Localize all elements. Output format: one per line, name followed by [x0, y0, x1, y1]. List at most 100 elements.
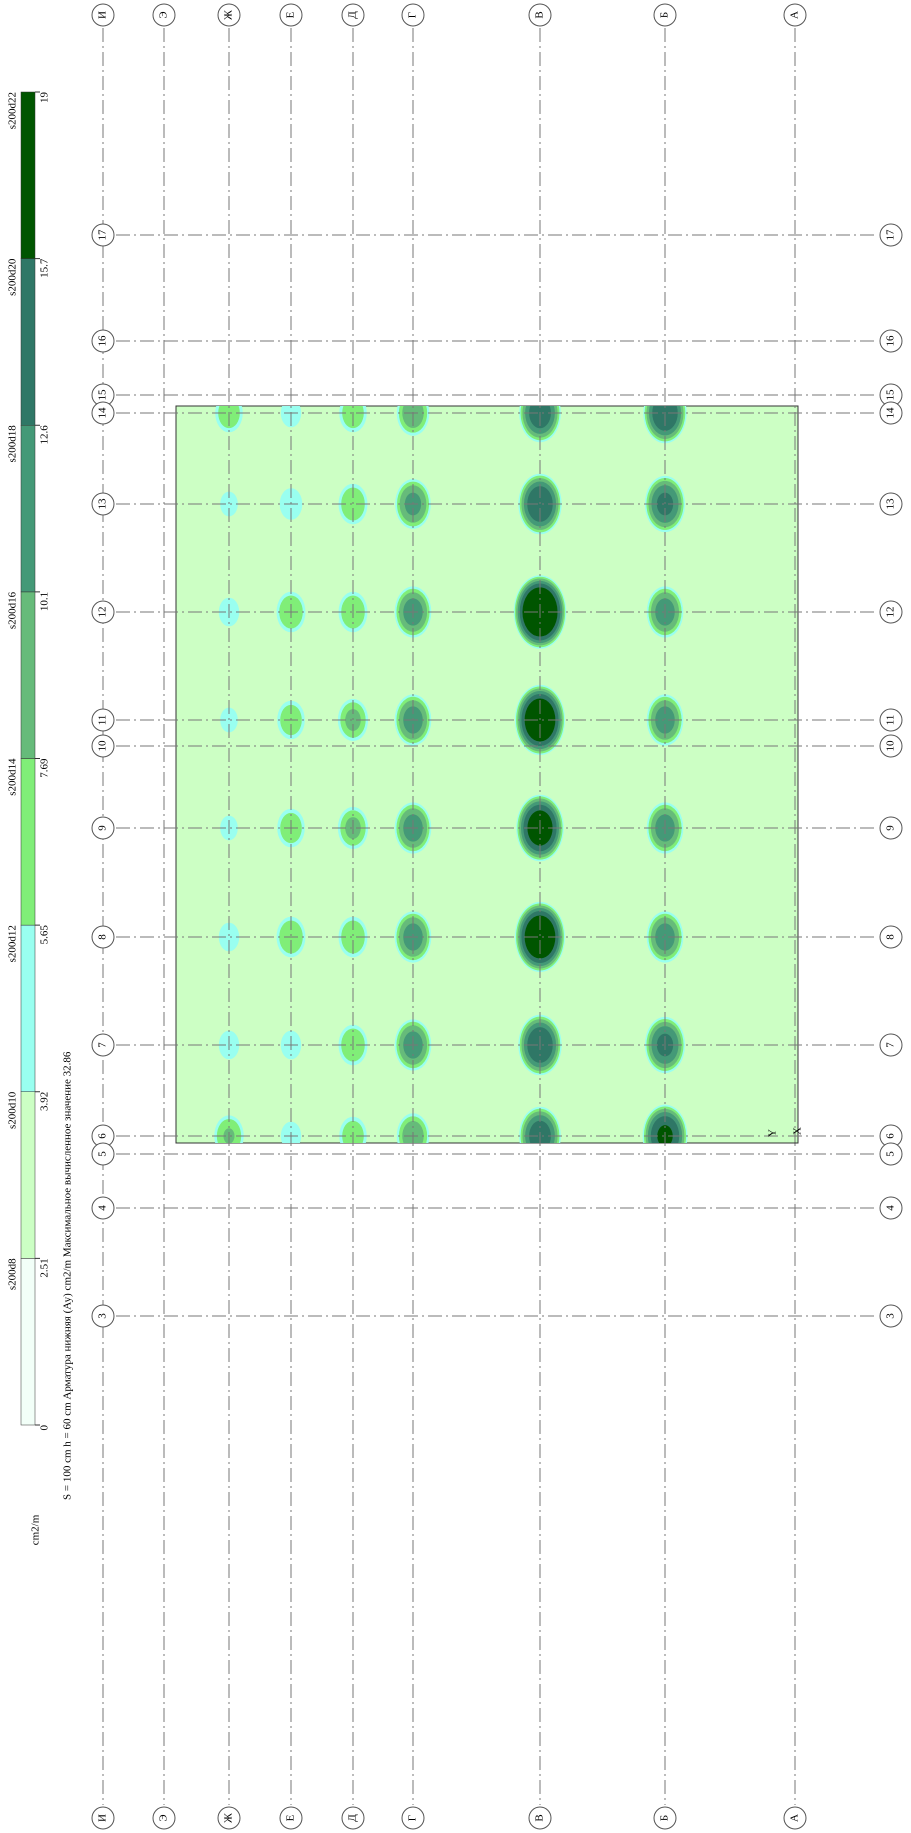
axis-label: 14 — [97, 407, 109, 419]
axis-label: 17 — [885, 229, 897, 241]
axis-label: 7 — [885, 1042, 897, 1048]
legend-label: s200d20 — [7, 258, 19, 296]
legend-swatch — [20, 1258, 36, 1426]
caption: S = 100 cm h = 60 cm Арматура нижняя (Ау… — [62, 1051, 74, 1500]
axis-bubble — [217, 3, 241, 27]
axis-label: Д — [347, 1814, 359, 1822]
axis-label: 4 — [97, 1205, 109, 1211]
contour-zone — [341, 920, 365, 954]
axis-bubble — [91, 1806, 115, 1830]
legend-tick-label: 0 — [39, 1425, 51, 1431]
axis-bubble — [783, 3, 807, 27]
legend-unit: cm2/m — [30, 1514, 42, 1545]
axis-label: И — [97, 1814, 109, 1822]
axis-bubble — [91, 223, 115, 247]
axis-bubble — [879, 1304, 903, 1328]
contour-zone — [218, 922, 240, 952]
legend-swatch — [20, 91, 36, 259]
legend-label: s200d12 — [7, 925, 19, 962]
axis-bubble — [91, 925, 115, 949]
axis-label: 10 — [97, 740, 109, 752]
axis-bubble — [152, 1806, 176, 1830]
axis-label: А — [789, 1814, 801, 1822]
legend-swatch — [20, 1091, 36, 1259]
axis-label: Г — [407, 12, 419, 18]
axis-bubble — [91, 1304, 115, 1328]
axis-bubble — [91, 401, 115, 425]
axis-label: 17 — [97, 229, 109, 241]
axis-bubble — [91, 329, 115, 353]
axis-bubble — [91, 734, 115, 758]
legend-label: s200d16 — [7, 591, 19, 629]
axis-bubble — [879, 708, 903, 732]
axis-label: 9 — [885, 825, 897, 831]
axis-bubble — [217, 1806, 241, 1830]
axis-bubble — [91, 1033, 115, 1057]
axis-label: 16 — [885, 335, 897, 347]
axis-bubble — [91, 816, 115, 840]
legend-tick-label: 7.69 — [39, 758, 51, 778]
axis-label: И — [97, 11, 109, 19]
axis-label: 10 — [885, 740, 897, 752]
axis-label: 15 — [885, 389, 897, 401]
axis-label: 15 — [97, 389, 109, 401]
axis-label: Е — [285, 11, 297, 18]
axis-bubble — [879, 223, 903, 247]
axis-label: 6 — [885, 1133, 897, 1139]
legend-tick-label: 19 — [39, 92, 51, 104]
contour-zone — [342, 1120, 364, 1143]
legend-tick-label: 5.65 — [39, 925, 51, 945]
axis-bubble — [879, 401, 903, 425]
axis-bubble — [91, 1196, 115, 1220]
axis-bubble — [528, 3, 552, 27]
axis-label: 9 — [97, 825, 109, 831]
legend-swatch — [20, 258, 36, 426]
axis-bubble — [879, 816, 903, 840]
legend-tick-label: 10.1 — [39, 592, 51, 611]
axis-bubble — [783, 1806, 807, 1830]
axis-label: Е — [285, 1814, 297, 1821]
axis-label: 5 — [885, 1151, 897, 1157]
axis-bubble — [401, 3, 425, 27]
axes: И И Э Э Ж Ж Е Е Д Д Г Г В В Б Б А А 17 17 16 16 15 15 14 14 13 13 12… — [91, 3, 903, 1830]
axis-label: Б — [659, 1815, 671, 1821]
axis-label: 3 — [885, 1313, 897, 1319]
axis-bubble — [653, 3, 677, 27]
slab — [175, 405, 799, 1144]
local-axis-label: Y — [767, 1129, 779, 1137]
contour-zone — [524, 915, 556, 959]
axis-bubble — [879, 734, 903, 758]
axis-bubble — [341, 1806, 365, 1830]
axis-bubble — [879, 925, 903, 949]
axis-label: 8 — [885, 934, 897, 940]
contour-zone — [655, 923, 675, 951]
legend-swatch — [20, 758, 36, 926]
axis-label: А — [789, 11, 801, 19]
axis-label: Э — [158, 1814, 170, 1821]
axis-bubble — [279, 1806, 303, 1830]
axis-bubble — [91, 492, 115, 516]
axis-label: 6 — [97, 1133, 109, 1139]
axis-bubble — [91, 3, 115, 27]
axis-label: 4 — [885, 1205, 897, 1211]
axis-label: 3 — [97, 1313, 109, 1319]
legend-tick-label: 15.7 — [39, 258, 51, 278]
legend-label: s200d18 — [7, 425, 19, 463]
contour-zone — [529, 1120, 551, 1143]
legend-label: s200d10 — [7, 1091, 19, 1129]
axis-label: В — [534, 11, 546, 18]
axis-label: 13 — [97, 498, 109, 510]
axis-label: 7 — [97, 1042, 109, 1048]
axis-label: 12 — [97, 607, 109, 618]
legend-label: s200d22 — [7, 92, 19, 129]
axis-bubble — [279, 3, 303, 27]
axis-label: 13 — [885, 498, 897, 510]
axis-label: 12 — [885, 607, 897, 618]
axis-label: 5 — [97, 1151, 109, 1157]
axis-label: 11 — [97, 715, 109, 726]
axis-bubble — [401, 1806, 425, 1830]
axis-label: 14 — [885, 407, 897, 419]
axis-bubble — [91, 1142, 115, 1166]
axis-bubble — [91, 708, 115, 732]
